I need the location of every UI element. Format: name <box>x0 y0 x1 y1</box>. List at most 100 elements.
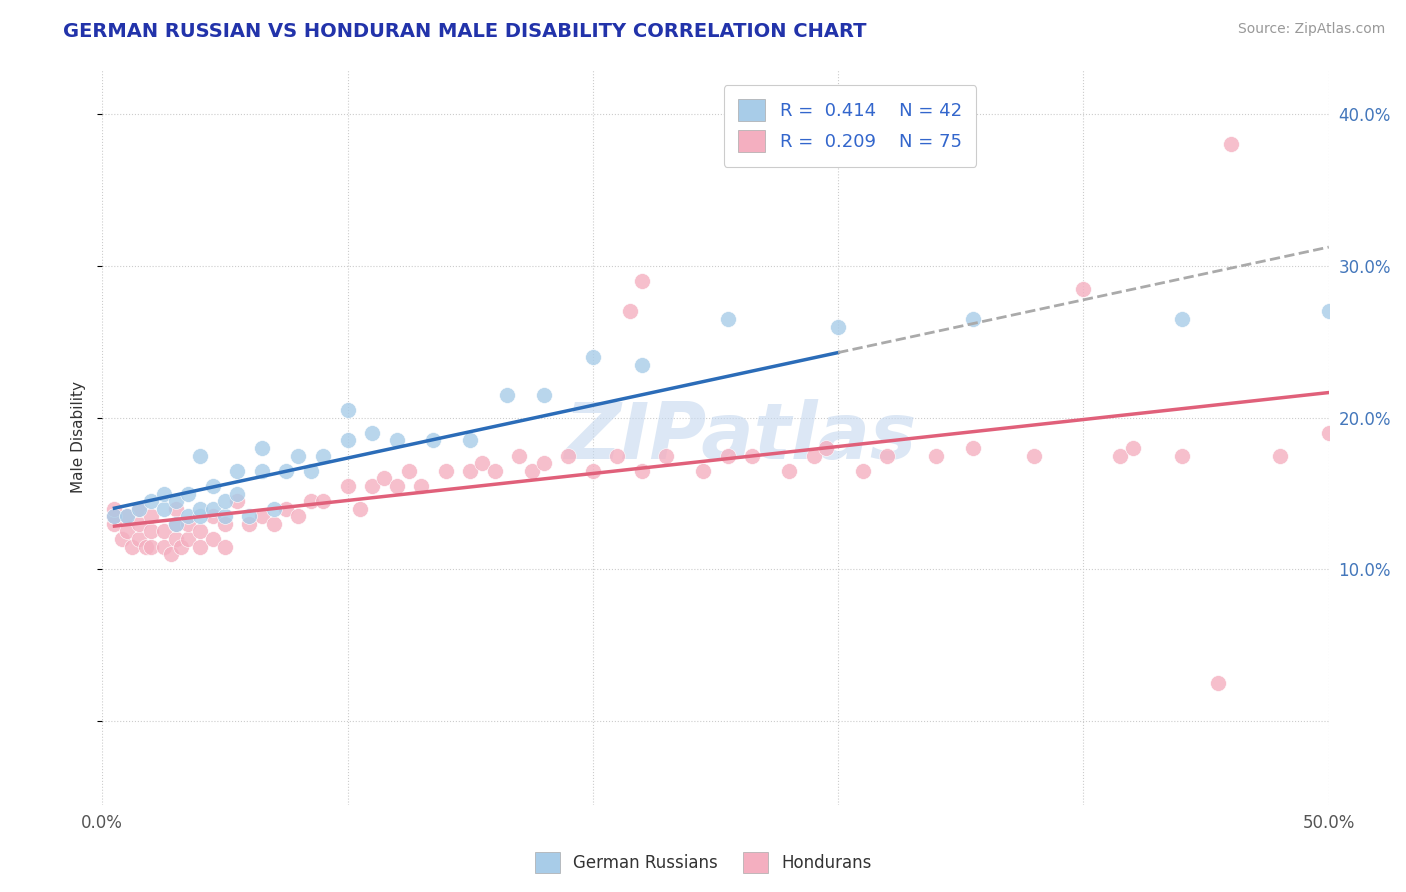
Point <box>312 494 335 508</box>
Point <box>434 464 457 478</box>
Point <box>1317 304 1340 318</box>
Point <box>398 464 420 478</box>
Point <box>238 516 260 531</box>
Point <box>250 509 273 524</box>
Point <box>411 479 433 493</box>
Point <box>141 494 163 508</box>
Point <box>385 434 408 448</box>
Point <box>336 434 359 448</box>
Point <box>803 449 825 463</box>
Point <box>925 449 948 463</box>
Point <box>103 509 125 524</box>
Point <box>1208 676 1230 690</box>
Point <box>201 501 224 516</box>
Point <box>188 509 211 524</box>
Point <box>1073 282 1095 296</box>
Point <box>115 509 138 524</box>
Point <box>312 449 335 463</box>
Point <box>226 494 249 508</box>
Point <box>177 532 200 546</box>
Point <box>508 449 530 463</box>
Point <box>336 403 359 417</box>
Point <box>336 479 359 493</box>
Point <box>188 524 211 539</box>
Point <box>214 494 236 508</box>
Point <box>165 516 187 531</box>
Point <box>287 509 309 524</box>
Point <box>655 449 678 463</box>
Point <box>103 516 125 531</box>
Point <box>1268 449 1291 463</box>
Point <box>160 547 183 561</box>
Point <box>361 479 384 493</box>
Point <box>103 501 125 516</box>
Legend: German Russians, Hondurans: German Russians, Hondurans <box>527 846 879 880</box>
Point <box>238 509 260 524</box>
Point <box>165 516 187 531</box>
Point <box>717 449 740 463</box>
Point <box>128 501 150 516</box>
Point <box>496 388 519 402</box>
Point <box>458 434 481 448</box>
Point <box>121 540 143 554</box>
Point <box>177 509 200 524</box>
Point <box>177 486 200 500</box>
Point <box>471 456 494 470</box>
Point <box>385 479 408 493</box>
Point <box>214 516 236 531</box>
Point <box>214 540 236 554</box>
Point <box>128 516 150 531</box>
Point <box>619 304 641 318</box>
Point <box>1170 449 1192 463</box>
Point <box>276 464 298 478</box>
Point <box>111 532 134 546</box>
Point <box>692 464 714 478</box>
Point <box>201 509 224 524</box>
Point <box>631 274 654 288</box>
Point <box>188 501 211 516</box>
Point <box>520 464 543 478</box>
Text: GERMAN RUSSIAN VS HONDURAN MALE DISABILITY CORRELATION CHART: GERMAN RUSSIAN VS HONDURAN MALE DISABILI… <box>63 22 866 41</box>
Point <box>533 388 555 402</box>
Point <box>177 516 200 531</box>
Point <box>170 540 193 554</box>
Point <box>276 501 298 516</box>
Point <box>876 449 898 463</box>
Point <box>201 532 224 546</box>
Point <box>165 494 187 508</box>
Point <box>152 524 174 539</box>
Point <box>741 449 763 463</box>
Point <box>1219 137 1241 152</box>
Point <box>814 441 837 455</box>
Point <box>962 312 984 326</box>
Point <box>827 319 849 334</box>
Point <box>188 449 211 463</box>
Point <box>1121 441 1143 455</box>
Point <box>115 524 138 539</box>
Point <box>152 486 174 500</box>
Point <box>188 540 211 554</box>
Point <box>361 425 384 440</box>
Point <box>141 509 163 524</box>
Point <box>141 540 163 554</box>
Point <box>250 464 273 478</box>
Point <box>226 486 249 500</box>
Point <box>778 464 800 478</box>
Point <box>165 501 187 516</box>
Point <box>484 464 506 478</box>
Point <box>115 509 138 524</box>
Point <box>1317 425 1340 440</box>
Point <box>299 494 322 508</box>
Point <box>582 464 605 478</box>
Point <box>201 479 224 493</box>
Point <box>165 532 187 546</box>
Y-axis label: Male Disability: Male Disability <box>72 381 86 492</box>
Point <box>287 449 309 463</box>
Point <box>631 464 654 478</box>
Point <box>852 464 875 478</box>
Point <box>349 501 371 516</box>
Point <box>135 540 157 554</box>
Point <box>631 358 654 372</box>
Point <box>458 464 481 478</box>
Point <box>103 509 125 524</box>
